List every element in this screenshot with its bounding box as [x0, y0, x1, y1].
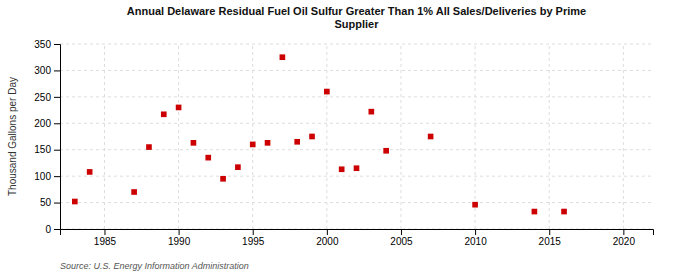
x-axis-line [61, 230, 654, 236]
point [428, 134, 434, 140]
y-tick: 250 [34, 92, 60, 103]
grid-line-x [400, 44, 401, 229]
point [250, 142, 256, 148]
point [220, 176, 226, 182]
y-axis-title: Thousand Gallons per Day [7, 77, 18, 196]
y-tick-mark [54, 229, 60, 230]
grid-line-x [104, 44, 105, 229]
point [339, 166, 345, 172]
grid-line-y [60, 96, 653, 97]
x-tick-label: 2000 [316, 236, 339, 247]
point [191, 140, 197, 146]
x-tick: 1985 [94, 229, 117, 247]
y-tick-label: 50 [40, 197, 52, 208]
point [294, 139, 300, 145]
point [561, 209, 567, 215]
y-tick: 350 [34, 39, 60, 50]
point [161, 111, 167, 117]
x-tick-mark [327, 229, 328, 235]
x-tick-mark [401, 229, 402, 235]
y-tick: 300 [34, 65, 60, 76]
grid-line-x [475, 44, 476, 229]
y-axis-line [54, 45, 61, 230]
point [532, 209, 538, 215]
point [280, 54, 286, 60]
y-tick: 0 [45, 224, 60, 235]
grid-line-x [252, 44, 253, 229]
x-tick-label: 2010 [464, 236, 487, 247]
y-tick-mark [54, 44, 60, 45]
y-tick: 100 [34, 171, 60, 182]
grid-line-y [60, 202, 653, 203]
point [265, 140, 271, 146]
y-tick: 150 [34, 144, 60, 155]
y-tick-label: 250 [34, 92, 51, 103]
y-tick-mark [54, 123, 60, 124]
y-tick-mark [54, 70, 60, 71]
y-tick-mark [54, 97, 60, 98]
x-tick: 2010 [464, 229, 487, 247]
x-tick-mark [253, 229, 254, 235]
grid [60, 44, 653, 229]
source-note: Source: U.S. Energy Information Administ… [60, 261, 249, 271]
point [131, 189, 137, 195]
x-tick: 2000 [316, 229, 339, 247]
point [309, 134, 315, 140]
title: Annual Delaware Residual Fuel Oil Sulfur… [127, 5, 586, 30]
x-tick-label: 1990 [168, 236, 191, 247]
x-tick-mark [623, 229, 624, 235]
point [146, 144, 152, 150]
x-tick: 2020 [613, 229, 636, 247]
grid-line-x [623, 44, 624, 229]
point [368, 109, 374, 115]
y-tick-mark [54, 203, 60, 204]
x-tick-mark [475, 229, 476, 235]
y-tick-mark [54, 150, 60, 151]
x-tick-label: 1985 [94, 236, 117, 247]
grid-line-y [60, 176, 653, 177]
point [87, 169, 93, 175]
grid-line-x [549, 44, 550, 229]
chart-svg: 1985 1990 1995 2000 2005 2010 2015 2020 0 50 100 15… [0, 0, 675, 275]
grid-line-x [326, 44, 327, 229]
x-tick: 1990 [168, 229, 191, 247]
x-tick-label: 1995 [242, 236, 265, 247]
grid-line-y [60, 70, 653, 71]
y-tick-label: 0 [45, 224, 51, 235]
x-tick: 2015 [539, 229, 562, 247]
point [383, 148, 389, 154]
point [205, 155, 211, 161]
grid-line-y [60, 123, 653, 124]
y-tick-label: 150 [34, 144, 51, 155]
point [235, 164, 241, 170]
y-tick-label: 200 [34, 118, 51, 129]
point [324, 89, 330, 95]
grid-line-x [178, 44, 179, 229]
x-tick-mark [104, 229, 105, 235]
point [354, 165, 360, 171]
x-tick: 2005 [390, 229, 413, 247]
x-tick-mark [179, 229, 180, 235]
y-axis: 0 50 100 150 200 250 300 350 [34, 39, 60, 235]
point [176, 105, 182, 111]
x-tick-mark [549, 229, 550, 235]
point [472, 202, 478, 208]
x-axis: 1985 1990 1995 2000 2005 2010 2015 2020 [61, 229, 654, 247]
x-tick-label: 2005 [390, 236, 413, 247]
grid-line-y [60, 44, 653, 45]
y-tick-label: 300 [34, 65, 51, 76]
y-tick: 50 [40, 197, 60, 208]
chart-container: 1985 1990 1995 2000 2005 2010 2015 2020 0 50 100 15… [0, 0, 675, 275]
y-tick-mark [54, 176, 60, 177]
points [72, 54, 567, 214]
x-tick: 1995 [242, 229, 265, 247]
y-tick: 200 [34, 118, 60, 129]
x-tick-label: 2015 [539, 236, 562, 247]
point [72, 199, 78, 205]
x-tick-label: 2020 [613, 236, 636, 247]
y-tick-label: 100 [34, 171, 51, 182]
y-tick-label: 350 [34, 39, 51, 50]
